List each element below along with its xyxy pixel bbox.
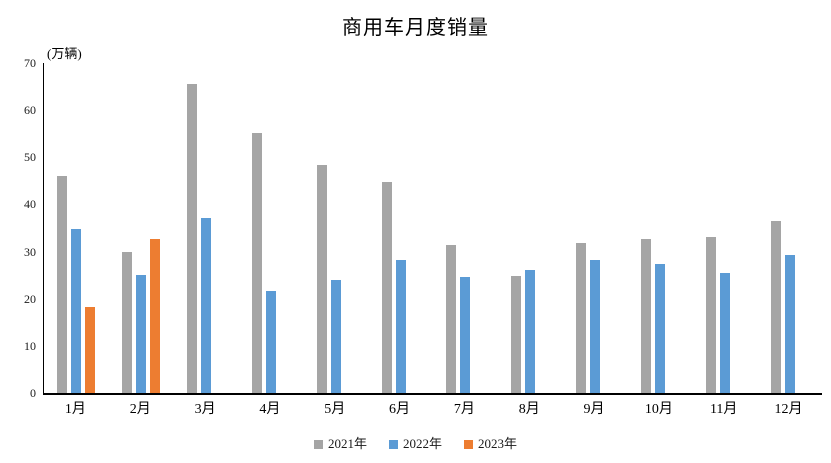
bar-2021年 [187,84,198,393]
bar-2022年 [136,274,147,393]
bar-2021年 [770,220,781,393]
y-axis-tick-label: 20 [24,291,36,306]
bar-2022年 [590,260,601,393]
legend-item: 2022年 [388,436,442,452]
month-group [511,63,549,393]
legend-label: 2021年 [327,436,367,451]
bar-2021年 [511,276,522,393]
bar-2021年 [640,239,651,393]
bar-2022年 [201,218,212,393]
y-axis-tick-label: 50 [24,150,36,165]
month-group [122,63,161,393]
bar-2022年 [525,270,536,393]
x-axis-label: 10月 [644,402,673,417]
month-group [640,63,679,393]
bar-2022年 [395,260,406,393]
legend-label: 2023年 [478,436,518,451]
bar-2022年 [784,255,795,393]
y-axis-tick-label: 10 [24,338,36,353]
y-axis-tick-label: 70 [24,56,36,70]
month-group [57,63,96,393]
bar-2021年 [122,251,133,393]
bar-2022年 [265,290,276,393]
month-group [705,63,744,393]
month-group [187,63,225,393]
x-axis-label: 12月 [774,402,803,417]
bar-2021年 [446,244,457,393]
legend-item: 2023年 [464,436,517,452]
y-axis-tick-label: 60 [24,103,36,118]
y-axis-tick-label: 0 [30,386,36,400]
bar-2022年 [330,279,341,393]
legend-marker-square [313,439,323,449]
bar-2022年 [460,277,471,393]
y-axis-tick-label: 30 [24,244,36,259]
bar-2022年 [719,273,730,393]
bar-2021年 [705,237,716,393]
bar-2021年 [57,175,68,393]
bar-2022年 [654,264,665,393]
bar-2021年 [316,165,327,393]
x-axis-labels: 1月 2月 3月 4月 5月 6月 7月 8月 9月 10月 11月 12月 [43,401,821,418]
plot-area [43,63,822,395]
x-axis-label: 3月 [194,402,216,417]
legend-item: 2021年 [313,436,367,452]
chart-title: 商用车月度销量 [342,17,489,39]
legend-marker-square [464,439,473,449]
bar-2021年 [251,133,262,393]
month-group [446,63,484,393]
y-axis-unit-label: (万辆) [47,46,82,61]
x-axis-label: 11月 [709,402,738,417]
legend: 2021年 2022年 2023年 [0,436,831,452]
bar-2023年 [85,307,96,393]
bar-2021年 [576,243,587,393]
x-axis-label: 4月 [259,402,281,417]
legend-label: 2022年 [402,436,442,451]
x-axis-label: 9月 [583,402,605,417]
x-axis-label: 1月 [64,402,86,417]
x-axis-label: 6月 [389,402,411,417]
x-axis-label: 2月 [129,402,151,417]
bar-2022年 [71,229,82,393]
bar-2023年 [150,239,161,393]
x-axis-label: 5月 [324,402,346,417]
month-group [576,63,614,393]
bar-2021年 [381,182,392,393]
x-axis-label: 8月 [518,402,540,417]
month-group [381,63,420,393]
month-group [770,63,809,393]
month-group [316,63,355,393]
month-group [251,63,290,393]
y-axis-tick-label: 40 [24,197,36,212]
x-axis-label: 7月 [453,402,475,417]
legend-marker-square [388,439,398,449]
